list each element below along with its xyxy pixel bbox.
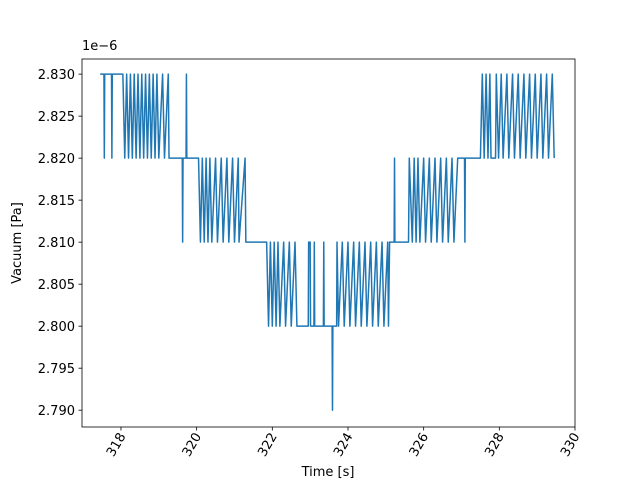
data-line bbox=[100, 73, 555, 411]
y-tick-label: 2.825 bbox=[38, 110, 75, 125]
y-tick-label: 2.830 bbox=[38, 68, 75, 83]
y-axis-label: Vacuum [Pa] bbox=[10, 202, 25, 284]
axes-frame bbox=[81, 58, 576, 428]
y-tick-label: 2.810 bbox=[38, 236, 75, 251]
y-tick-label: 2.815 bbox=[38, 194, 75, 209]
plot-area bbox=[100, 73, 555, 411]
y-tick-label: 2.790 bbox=[38, 404, 75, 419]
x-axis-label: Time [s] bbox=[301, 465, 355, 480]
y-offset-label: 1e−6 bbox=[82, 39, 117, 54]
y-tick-label: 2.820 bbox=[38, 152, 75, 167]
y-tick-label: 2.795 bbox=[38, 362, 75, 377]
y-tick-label: 2.805 bbox=[38, 278, 75, 293]
y-tick-label: 2.800 bbox=[38, 320, 75, 335]
